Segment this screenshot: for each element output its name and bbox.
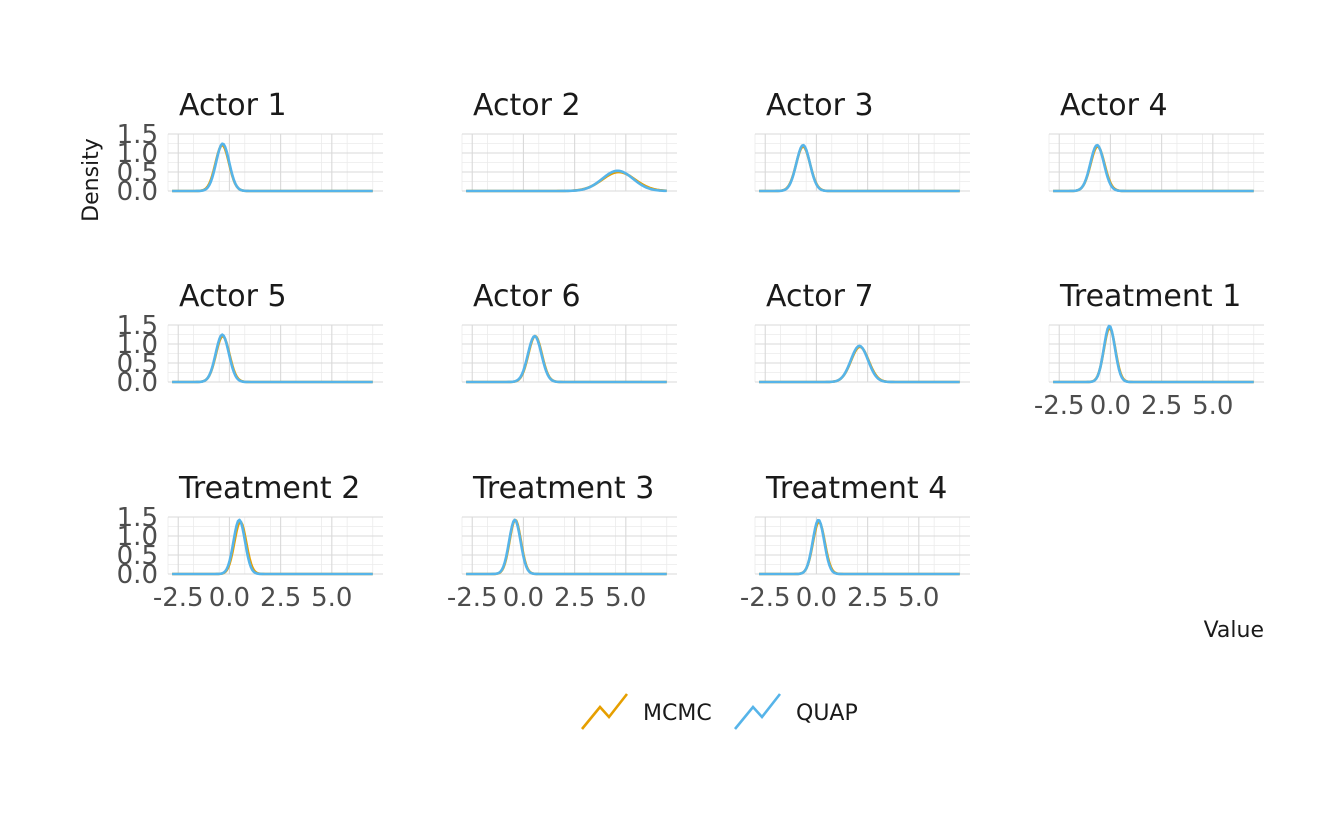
legend: MCMC QUAP — [580, 693, 858, 730]
mcmc-density-line — [759, 520, 960, 576]
facet-panel: Treatment 20.00.51.01.5-2.5 0.0 2.5 5.0 — [117, 471, 383, 613]
y-tick-label: 1.0 — [117, 330, 158, 360]
y-tick-label: 0.5 — [117, 541, 158, 571]
mcmc-density-line — [172, 520, 373, 576]
panel-title: Actor 2 — [473, 88, 581, 123]
mcmc-density-line — [759, 345, 960, 384]
y-axis-title: Density — [79, 138, 104, 222]
x-tick-label: 2.5 — [847, 583, 888, 613]
panel-title: Treatment 3 — [472, 471, 654, 506]
quap-density-line — [172, 142, 373, 193]
facet-panel: Treatment 4 -2.5 0.0 2.5 5.0 — [740, 471, 970, 613]
legend-item-quap: QUAP — [733, 693, 858, 730]
x-tick-label: 0.0 — [503, 583, 544, 613]
quap-density-line — [466, 518, 667, 576]
quap-density-line — [1053, 324, 1254, 384]
mcmc-density-line — [466, 334, 667, 384]
facet-panel: Actor 2 — [461, 88, 677, 193]
facet-panel: Actor 3 — [754, 88, 970, 193]
mcmc-density-line — [172, 143, 373, 193]
mcmc-density-line — [1053, 326, 1254, 384]
y-tick-label: 0.0 — [117, 177, 158, 207]
mcmc-density-line — [172, 334, 373, 384]
legend-item-mcmc: MCMC — [580, 693, 712, 730]
x-axis-title: Value — [1204, 618, 1264, 643]
quap-density-line — [759, 143, 960, 193]
facet-panel: Actor 5 0.00.51.01.5 — [117, 279, 383, 398]
y-tick-label: 0.5 — [117, 349, 158, 379]
x-tick-label: 2.5 — [260, 583, 301, 613]
x-tick-label: 0.0 — [796, 583, 837, 613]
facet-panel: Actor 6 — [461, 279, 677, 384]
facet-panel: Treatment 1 -2.5 0.0 2.5 5.0 — [1034, 279, 1264, 421]
x-tick-label: -2.5 — [740, 583, 791, 613]
facet-panel: Actor 7 — [754, 279, 970, 384]
x-tick-label: 2.5 — [1141, 391, 1182, 421]
panel-title: Actor 6 — [473, 279, 581, 314]
y-tick-label: 0.0 — [117, 560, 158, 590]
y-tick-label: 1.5 — [117, 120, 158, 150]
panel-title: Actor 5 — [179, 279, 287, 314]
y-tick-label: 0.0 — [117, 368, 158, 398]
x-tick-label: 5.0 — [311, 583, 352, 613]
panel-title: Actor 4 — [1060, 88, 1168, 123]
x-tick-label: -2.5 — [1034, 391, 1085, 421]
facet-panel: Treatment 3 -2.5 0.0 2.5 5.0 — [447, 471, 677, 613]
legend-label: QUAP — [796, 701, 858, 726]
quap-density-line — [466, 334, 667, 384]
quap-density-line — [172, 333, 373, 384]
panel-title: Treatment 2 — [178, 471, 360, 506]
y-tick-label: 1.5 — [117, 503, 158, 533]
x-tick-label: 5.0 — [898, 583, 939, 613]
y-tick-label: 1.5 — [117, 311, 158, 341]
x-tick-label: 0.0 — [209, 583, 250, 613]
x-tick-label: -2.5 — [447, 583, 498, 613]
x-tick-label: 5.0 — [1192, 391, 1233, 421]
mcmc-density-line — [466, 518, 667, 576]
x-tick-label: 0.0 — [1090, 391, 1131, 421]
panel-title: Actor 7 — [766, 279, 874, 314]
panel-title: Actor 1 — [179, 88, 287, 123]
y-tick-label: 1.0 — [117, 139, 158, 169]
x-tick-label: 5.0 — [605, 583, 646, 613]
quap-density-line — [759, 344, 960, 384]
quap-density-line — [1053, 143, 1254, 193]
legend-key — [733, 693, 782, 730]
quap-density-line — [172, 518, 373, 576]
legend-label: MCMC — [643, 701, 712, 726]
y-tick-label: 1.0 — [117, 522, 158, 552]
panel-title: Treatment 4 — [765, 471, 947, 506]
legend-key — [580, 693, 629, 730]
x-tick-label: 2.5 — [554, 583, 595, 613]
quap-density-line — [466, 169, 667, 193]
panel-title: Treatment 1 — [1059, 279, 1241, 314]
x-tick-label: -2.5 — [153, 583, 204, 613]
facet-panel: Actor 1 0.00.51.01.5 — [117, 88, 383, 207]
facet-panel: Actor 4 — [1048, 88, 1264, 193]
quap-density-line — [759, 518, 960, 576]
y-tick-label: 0.5 — [117, 158, 158, 188]
panel-title: Actor 3 — [766, 88, 874, 123]
